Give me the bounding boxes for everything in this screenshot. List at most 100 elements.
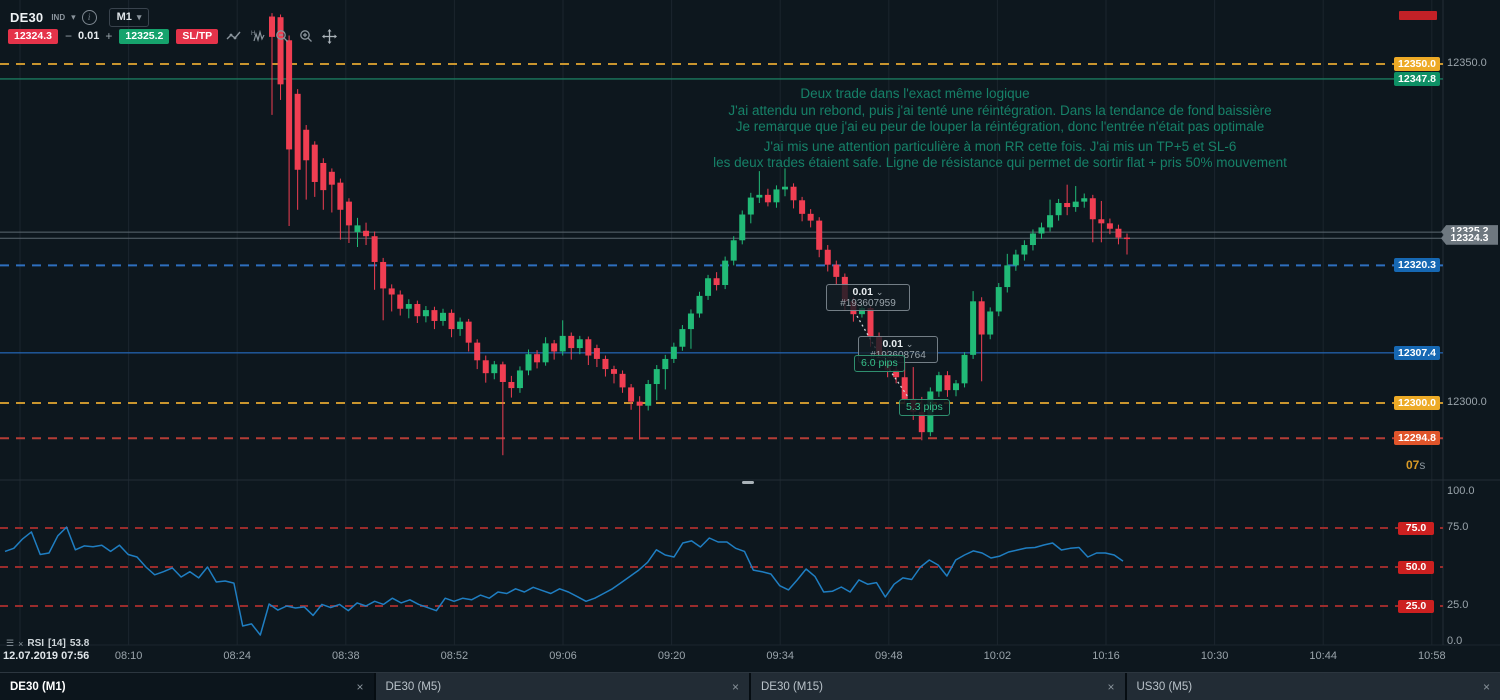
candle (764, 194, 771, 203)
candle (722, 260, 729, 286)
candle (457, 321, 464, 330)
rsi-level-tag: 75.0 (1398, 521, 1434, 535)
time-axis-label: 08:38 (332, 650, 360, 662)
order-volume: 0.01 (882, 338, 903, 350)
indicator-close-icon[interactable]: × (18, 638, 24, 649)
sell-price-button[interactable]: 12324.3 (8, 28, 58, 44)
time-axis-label: 08:52 (440, 650, 469, 662)
candle (687, 313, 694, 330)
price-level-tag[interactable]: 12294.8 (1394, 431, 1440, 446)
candle (790, 186, 797, 201)
candle (619, 373, 626, 388)
candle (269, 16, 275, 37)
chevron-down-icon[interactable]: ⌄ (875, 287, 884, 297)
indicator-value: 53.8 (69, 638, 90, 649)
candle (1098, 219, 1105, 224)
candle (294, 93, 301, 170)
time-axis-label: 12.07.2019 07:56 (3, 650, 90, 662)
indicator-name: RSI (27, 638, 45, 649)
close-icon[interactable]: × (731, 680, 739, 694)
zoom-out-icon[interactable] (273, 29, 290, 44)
candle (867, 308, 874, 337)
bid-price-tag: 12324.3 (1441, 231, 1498, 245)
chart-tabbar: DE30 (M1) × DE30 (M5) × DE30 (M15) × US3… (0, 672, 1500, 700)
time-axis-label: 09:20 (657, 650, 686, 662)
price-level-tag[interactable]: 12350.0 (1394, 57, 1440, 71)
countdown-unit: s (1419, 458, 1426, 472)
candle (397, 294, 404, 309)
annotation-line: Je remarque que j'ai eu peur de louper l… (735, 119, 1265, 134)
candle (448, 312, 455, 330)
move-crosshair-icon[interactable] (321, 28, 338, 44)
candle (816, 220, 823, 250)
candle (1047, 215, 1054, 228)
close-icon[interactable]: × (1482, 680, 1490, 694)
candle (782, 186, 788, 190)
volume-increase-button[interactable]: + (105, 29, 113, 43)
panel-resize-handle[interactable] (742, 481, 754, 484)
candle (953, 383, 959, 391)
indicators-tool-icon[interactable]: H (249, 29, 266, 44)
candle (380, 261, 387, 289)
candle (1064, 202, 1071, 208)
annotation-line: J'ai mis une attention particulière à mo… (763, 138, 1237, 154)
annotation-line: J'ai attendu un rebond, puis j'ai tenté … (728, 102, 1272, 118)
timeframe-selector[interactable]: M1 ▾ (108, 7, 150, 27)
candle-countdown: 07s (1406, 458, 1425, 472)
volume-value[interactable]: 0.01 (77, 30, 100, 42)
candle (286, 40, 293, 150)
symbol-name[interactable]: DE30 (10, 9, 44, 25)
tab-de30-m5[interactable]: DE30 (M5) × (375, 673, 749, 700)
candle (1124, 237, 1130, 240)
price-chart-canvas[interactable] (0, 0, 1500, 672)
countdown-value: 07 (1406, 458, 1420, 472)
sltp-button[interactable]: SL/TP (176, 28, 219, 44)
candle (363, 230, 370, 237)
time-axis-label: 10:44 (1309, 650, 1337, 662)
candle (987, 311, 994, 335)
candle (901, 377, 908, 399)
close-icon[interactable]: × (1107, 680, 1115, 694)
order-volume: 0.01 (852, 286, 873, 298)
candle (482, 360, 489, 374)
rsi-indicator-label: ☰ × RSI [14] 53.8 (6, 638, 89, 649)
tab-de30-m1[interactable]: DE30 (M1) × (0, 673, 374, 700)
price-level-tag[interactable]: 12300.0 (1394, 396, 1440, 410)
candle (414, 304, 421, 317)
tab-de30-m15[interactable]: DE30 (M15) × (751, 673, 1125, 700)
candle (1081, 198, 1088, 202)
close-icon[interactable]: × (356, 680, 364, 694)
price-axis-label: 12300.0 (1447, 396, 1487, 408)
candle (730, 240, 737, 261)
rsi-axis-label: 25.0 (1447, 599, 1469, 611)
chevron-down-icon[interactable]: ▾ (71, 11, 76, 22)
candle (371, 236, 378, 262)
rsi-level-tag: 50.0 (1398, 560, 1434, 574)
order-toolbar: 12324.3 − 0.01 + 12325.2 SL/TP H (8, 28, 338, 44)
candle (525, 354, 532, 371)
price-level-tag[interactable]: 12320.3 (1394, 258, 1440, 273)
info-icon[interactable]: i (81, 9, 97, 25)
tab-us30-m5[interactable]: US30 (M5) × (1126, 673, 1500, 700)
candle (405, 304, 412, 309)
indicator-menu-icon[interactable]: ☰ (6, 638, 15, 648)
price-axis-label: 12350.0 (1447, 57, 1487, 69)
price-level-tag[interactable]: 12307.4 (1394, 345, 1440, 360)
candle (602, 358, 609, 370)
candle (465, 321, 472, 343)
buy-price-button[interactable]: 12325.2 (119, 28, 170, 44)
open-order-box[interactable]: 0.01 ⌄ #193607959 (826, 284, 910, 311)
volume-decrease-button[interactable]: − (64, 29, 72, 43)
line-chart-tool-icon[interactable] (225, 29, 242, 44)
candle (534, 354, 541, 363)
timeframe-value: M1 (116, 11, 132, 23)
candle (1012, 254, 1019, 266)
price-level-tag[interactable]: 12347.8 (1394, 71, 1440, 86)
chevron-down-icon[interactable]: ⌄ (905, 339, 914, 349)
zoom-in-icon[interactable] (297, 29, 314, 44)
tab-label: DE30 (M5) (385, 681, 442, 693)
clipped-price-tag (1399, 11, 1437, 20)
candle (303, 129, 310, 161)
candle (337, 182, 344, 210)
candle (696, 295, 703, 314)
